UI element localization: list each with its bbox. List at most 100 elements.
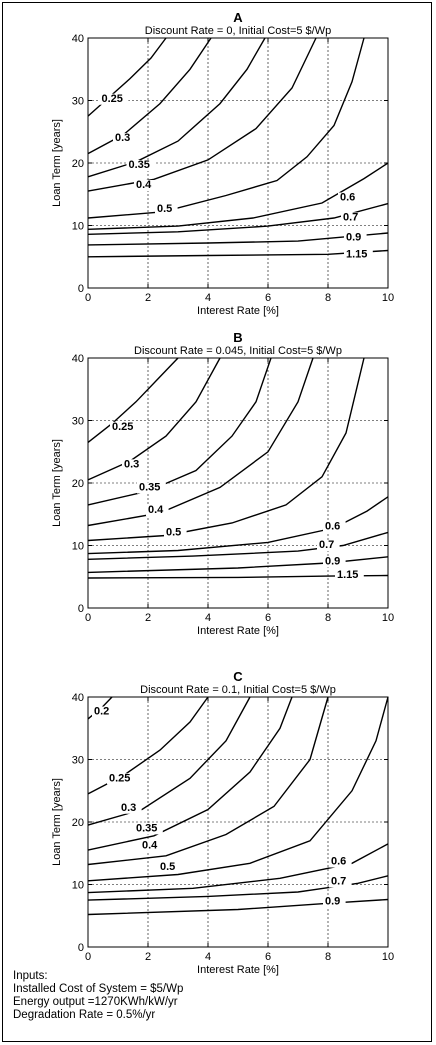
contour-label: 0.5 [166,527,181,539]
inputs-notes: Inputs: Installed Cost of System = $5/Wp… [13,970,413,1022]
contour-label-bg [119,802,142,814]
x-tick-label: 0 [85,612,91,624]
contour-line [87,843,389,894]
contour-label: 0.4 [136,179,152,191]
contour-label-bg [92,706,115,718]
x-tick-label: 0 [85,292,91,304]
contour-line [87,37,317,192]
contour-label-bg [323,521,346,533]
contour-label-bg [164,527,187,539]
contour-label: 0.9 [325,896,340,908]
contour-label: 0.25 [112,421,133,433]
x-tick-label: 4 [205,951,211,963]
contour-label-bg [134,180,157,191]
x-axis-label: Interest Rate [%] [197,964,279,976]
x-tick-label: 10 [382,292,394,304]
contour-label-bg [344,249,373,261]
contour-label-bg [137,482,166,494]
contour-label: 0.7 [319,539,334,551]
contour-label: 0.2 [94,706,109,718]
x-tick-label: 4 [205,612,211,624]
contour-line [87,531,389,560]
chart-title: B [233,330,242,345]
y-tick-label: 0 [78,942,84,954]
contour-line [87,696,251,826]
x-tick-label: 2 [145,612,151,624]
chart-subtitle: Discount Rate = 0.045, Initial Cost=5 $/… [134,345,342,357]
contour-label: 0.35 [129,159,150,171]
x-tick-label: 6 [265,292,271,304]
x-tick-label: 8 [325,612,331,624]
contour-label-bg [158,862,181,874]
y-tick-label: 30 [72,416,84,428]
contour-line [87,37,266,178]
contour-line [87,232,389,246]
chart-subtitle: Discount Rate = 0.1, Initial Cost=5 $/Wp [140,684,336,696]
contour-line [87,696,389,882]
contour-line [87,162,389,230]
x-tick-label: 0 [85,951,91,963]
contour-line [87,357,179,443]
contour-label-bg [146,505,169,516]
contour-label: 1.15 [337,569,358,581]
contour-line [87,898,389,916]
y-tick-label: 0 [78,283,84,295]
y-tick-label: 0 [78,603,84,615]
x-tick-label: 2 [145,292,151,304]
contour-line [87,357,365,542]
note-line: Installed Cost of System = $5/Wp [13,983,184,995]
x-axis-label: Interest Rate [%] [197,625,279,637]
contour-label: 0.5 [157,203,172,215]
chart-subtitle: Discount Rate = 0, Initial Cost=5 $/Wp [145,25,331,37]
contour-label-bg [344,232,367,244]
contour-line [87,556,389,574]
contour-label-bg [110,421,139,433]
x-tick-label: 4 [205,292,211,304]
contour-label: 0.6 [325,520,340,532]
contour-label-bg [338,192,361,204]
contour-label-bg [323,896,346,908]
contour-line [87,357,314,527]
contour-label-bg [155,203,178,215]
contour-label-bg [323,556,346,568]
y-tick-label: 10 [72,880,84,892]
contour-line [87,37,365,219]
y-tick-label: 10 [72,221,84,233]
chart-title: A [233,10,243,25]
y-axis-label: Loan Term [years] [51,119,63,207]
x-tick-label: 6 [265,612,271,624]
contour-label-bg [107,773,136,785]
x-tick-label: 10 [382,951,394,963]
contour-label-bg [140,840,163,852]
contour-label: 0.4 [142,839,158,851]
contour-label: 0.6 [331,856,346,868]
y-tick-label: 40 [72,692,84,704]
contour-label: 0.3 [121,802,136,814]
contour-label: 0.7 [331,876,346,888]
contour-label-bg [329,856,352,868]
contour-label-bg [317,540,340,551]
contour-label: 0.25 [109,772,130,784]
contour-label: 0.4 [148,504,164,516]
note-line: Degradation Rate = 0.5%/yr [13,1009,156,1021]
x-axis-label: Interest Rate [%] [197,305,279,317]
x-tick-label: 8 [325,951,331,963]
contour-label-bg [113,133,136,145]
note-line: Inputs: [13,970,48,982]
contour-label: 0.6 [340,192,355,204]
y-tick-label: 40 [72,33,84,45]
note-line: Energy output =1270KWh/kW/yr [13,996,178,1008]
contour-label: 0.35 [136,822,157,834]
contour-label: 0.9 [346,232,361,244]
x-tick-label: 6 [265,951,271,963]
contour-line [87,37,212,155]
contour-line [87,357,221,481]
contour-label: 1.15 [346,248,367,260]
chart-title: C [233,669,243,684]
x-tick-label: 8 [325,292,331,304]
